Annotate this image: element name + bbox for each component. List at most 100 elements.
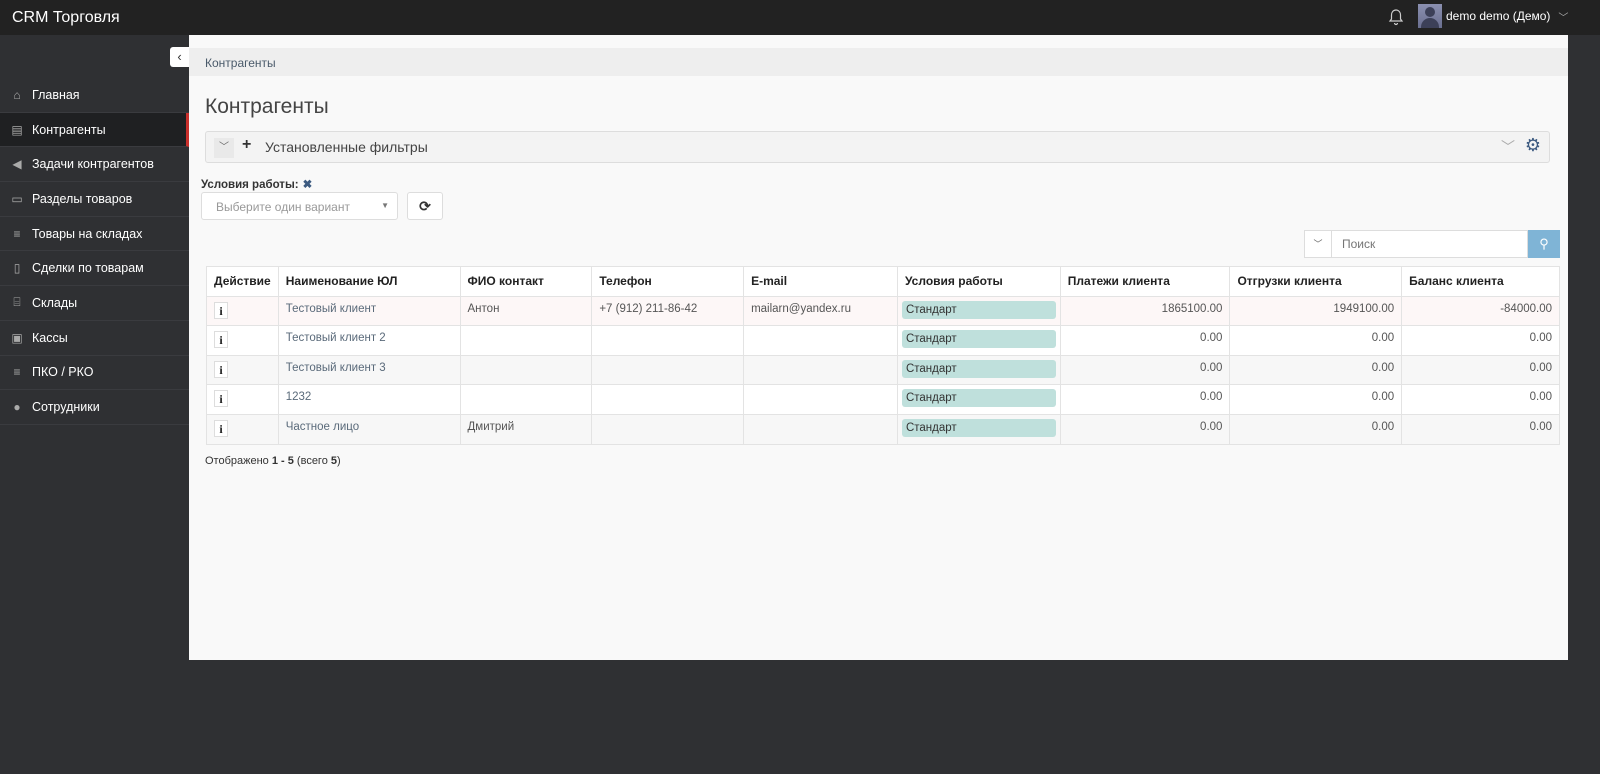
pagination-summary: Отображено 1 - 5 (всего 5) xyxy=(205,455,341,467)
search-input[interactable] xyxy=(1332,230,1528,258)
select-placeholder: Выберите один вариант xyxy=(216,200,350,214)
terms-badge: Стандарт xyxy=(901,418,1056,437)
column-header[interactable]: Отгрузки клиента xyxy=(1229,266,1403,297)
sidebar-item-0[interactable]: ⌂ Главная xyxy=(0,78,189,113)
info-icon[interactable]: i xyxy=(214,331,228,349)
action-cell: i xyxy=(206,354,279,386)
table-row: i Тестовый клиент Антон +7 (912) 211-86-… xyxy=(206,295,1560,327)
column-header[interactable]: Баланс клиента xyxy=(1401,266,1560,297)
column-header[interactable]: Условия работы xyxy=(896,266,1061,297)
payments-cell: 0.00 xyxy=(1059,354,1231,386)
search-icon: ⚲ xyxy=(1539,236,1549,251)
collapse-sidebar-button[interactable]: ‹ xyxy=(170,47,189,67)
refresh-icon: ⟳ xyxy=(419,198,431,214)
app-title[interactable]: CRM Торговля xyxy=(12,9,120,26)
sidebar-item-label: ПКО / РКО xyxy=(32,365,94,380)
summary-range: 1 - 5 xyxy=(271,455,294,467)
shipments-cell: 0.00 xyxy=(1229,325,1403,356)
search-button[interactable]: ⚲ xyxy=(1528,230,1560,258)
balance-cell: 0.00 xyxy=(1401,413,1560,445)
info-icon[interactable]: i xyxy=(214,419,228,437)
contact-cell xyxy=(459,325,593,356)
summary-suffix: (всего xyxy=(293,455,331,467)
balance-cell: 0.00 xyxy=(1401,325,1560,356)
user-circle-icon: ● xyxy=(13,400,21,415)
file-icon: ▯ xyxy=(13,261,21,276)
sidebar-item-7[interactable]: ▣ Кассы xyxy=(0,321,189,356)
contact-cell xyxy=(459,354,593,386)
column-header[interactable]: Наименование ЮЛ xyxy=(277,266,461,297)
counterparty-link[interactable]: 1232 xyxy=(285,391,312,404)
money-icon: ▣ xyxy=(11,330,23,345)
counterparty-link[interactable]: Тестовый клиент 2 xyxy=(285,332,386,345)
main-content: Контрагенты Контрагенты ﹀ + Установленны… xyxy=(189,35,1568,660)
email-cell: mailarn@yandex.ru xyxy=(743,295,898,327)
list-icon: ≡ xyxy=(13,365,21,380)
sidebar-item-label: Товары на складах xyxy=(32,226,143,241)
phone-cell xyxy=(591,325,745,356)
sidebar-item-8[interactable]: ≡ ПКО / РКО xyxy=(0,356,189,391)
breadcrumb-item[interactable]: Контрагенты xyxy=(205,56,276,70)
terms-cell: Стандарт xyxy=(896,354,1061,386)
email-cell xyxy=(743,384,898,415)
sidebar-item-2[interactable]: ◀ Задачи контрагентов xyxy=(0,147,189,183)
info-icon[interactable]: i xyxy=(214,360,228,378)
chevron-down-icon[interactable]: ﹀ xyxy=(214,138,234,158)
condition-label-text: Условия работы: xyxy=(201,179,299,191)
phone-cell xyxy=(591,384,745,415)
counterparties-table: Действие Наименование ЮЛ ФИО контакт Телефо… xyxy=(206,266,1560,445)
filters-label[interactable]: Установленные фильтры xyxy=(265,139,428,155)
info-icon[interactable]: i xyxy=(214,301,228,319)
breadcrumb: Контрагенты xyxy=(189,48,1568,76)
chevron-down-icon[interactable]: ﹀ xyxy=(1501,139,1515,155)
terms-badge: Стандарт xyxy=(901,359,1056,378)
info-icon[interactable]: i xyxy=(214,390,228,408)
sidebar-item-label: Главная xyxy=(32,87,80,102)
email-cell xyxy=(743,413,898,445)
payments-cell: 1865100.00 xyxy=(1059,295,1231,327)
plus-icon[interactable]: + xyxy=(242,136,252,153)
sidebar-item-4[interactable]: ≡ Товары на складах xyxy=(0,217,189,252)
counterparty-link[interactable]: Частное лицо xyxy=(285,420,360,433)
shipments-cell: 0.00 xyxy=(1229,354,1403,386)
payments-cell: 0.00 xyxy=(1059,384,1231,415)
sidebar: ‹ ⌂ Главная ▤ Контрагенты ◀ Задачи контрагент… xyxy=(0,35,189,774)
list-icon: ≡ xyxy=(13,226,21,241)
column-header[interactable]: E-mail xyxy=(743,266,898,297)
column-header[interactable]: Платежи клиента xyxy=(1059,266,1231,297)
counterparty-link[interactable]: Тестовый клиент 3 xyxy=(285,361,386,374)
search-options-dropdown[interactable]: ﹀ xyxy=(1304,230,1332,258)
action-cell: i xyxy=(206,413,279,445)
condition-filter-label: Условия работы: ✖ xyxy=(201,177,312,191)
top-bar: CRM Торговля demo demo (Демо) ﹀ xyxy=(0,0,1600,35)
balance-cell: -84000.00 xyxy=(1401,295,1560,327)
table-row: i Тестовый клиент 2 Стандарт 0.00 0.00 0… xyxy=(206,325,1560,356)
payments-cell: 0.00 xyxy=(1059,325,1231,356)
sidebar-item-label: Контрагенты xyxy=(32,122,106,137)
sidebar-item-9[interactable]: ● Сотрудники xyxy=(0,390,189,425)
contact-cell: Дмитрий xyxy=(459,413,593,445)
refresh-button[interactable]: ⟳ xyxy=(407,192,443,220)
phone-cell: +7 (912) 211-86-42 xyxy=(591,295,745,327)
summary-end: ) xyxy=(337,455,341,467)
user-menu[interactable]: demo demo (Демо) ﹀ xyxy=(1418,4,1568,28)
sidebar-item-5[interactable]: ▯ Сделки по товарам xyxy=(0,251,189,287)
sidebar-item-6[interactable]: ⌸ Склады xyxy=(0,286,189,321)
bank-icon: ⌸ xyxy=(13,295,21,310)
sidebar-item-1[interactable]: ▤ Контрагенты xyxy=(0,112,189,148)
phone-cell xyxy=(591,354,745,386)
column-header[interactable]: Телефон xyxy=(591,266,745,297)
counterparty-link[interactable]: Тестовый клиент xyxy=(285,302,377,315)
sidebar-item-label: Сделки по товарам xyxy=(32,261,144,276)
clear-filter-icon[interactable]: ✖ xyxy=(302,179,313,191)
name-cell: Тестовый клиент xyxy=(277,295,461,327)
condition-select[interactable]: Выберите один вариант ▼ xyxy=(201,192,398,220)
action-cell: i xyxy=(206,295,279,327)
bell-icon[interactable] xyxy=(1388,8,1404,26)
table-header-row: Действие Наименование ЮЛ ФИО контакт Телефо… xyxy=(206,266,1560,297)
sidebar-item-3[interactable]: ▭ Разделы товаров xyxy=(0,182,189,217)
gear-icon[interactable]: ⚙ xyxy=(1524,135,1541,155)
column-header[interactable]: Действие xyxy=(206,266,279,297)
payments-cell: 0.00 xyxy=(1059,413,1231,445)
column-header[interactable]: ФИО контакт xyxy=(459,266,593,297)
